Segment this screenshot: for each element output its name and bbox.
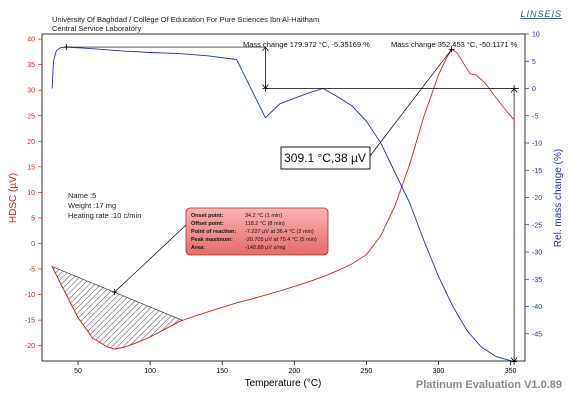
y-right-axis-label: Rel. mass change (%) [553, 149, 564, 247]
y-left-tick-label: -15 [25, 318, 35, 325]
y-right-tick-label: -30 [532, 250, 542, 257]
y-left-tick-label: -5 [29, 267, 35, 274]
y-left-tick-label: 15 [27, 164, 35, 171]
y-left-tick-label: 20 [27, 139, 35, 146]
y-right-tick-label: 0 [532, 86, 536, 93]
peak-area [51, 265, 183, 350]
series-mass-change-line [51, 46, 515, 363]
header-institution: University Of Baghdad / College Of Educa… [52, 15, 319, 24]
y-right-tick-label: -5 [532, 113, 538, 120]
mass-change-1-arrow-head [262, 46, 269, 52]
sample-name: Name :5 [68, 191, 96, 200]
mass-change-label-1: Mass change 179.972 °C, -5.35169 % [243, 40, 370, 49]
peak-area-layer [51, 265, 183, 350]
peak-label-leader [369, 49, 452, 157]
peak-table-key: Offset point: [191, 221, 224, 227]
y-right-tick-label: -35 [532, 277, 542, 284]
header-lab: Central Service Laboratory [52, 24, 141, 33]
mass-change-label-2: Mass change 352.453 °C, -50.1171 % [391, 40, 518, 49]
right-y-axis: 10 5 0 -5 -10 -15 -20 -25 -30 -35 -40 -45 [525, 32, 542, 338]
y-right-tick-label: -40 [532, 304, 542, 311]
y-right-tick-label: -20 [532, 195, 542, 202]
x-axis-label: Temperature (°C) [245, 378, 322, 389]
peak-table-value: -7.227 µV at 36.4 °C (2 min) [245, 229, 314, 235]
x-tick-label: 200 [288, 368, 300, 375]
x-axis: 50 100 150 200 250 300 350 [74, 361, 517, 375]
y-left-tick-label: 35 [27, 62, 35, 69]
y-right-tick-label: -45 [532, 331, 542, 338]
peak-table-value: -148.88 µV s/mg [245, 245, 285, 251]
peak-table-key: Area: [191, 245, 205, 251]
y-left-tick-label: 40 [27, 37, 35, 44]
y-right-tick-label: -10 [532, 141, 542, 148]
peak-table-key: Peak maximum: [191, 237, 233, 243]
peak-table-key: Point of reaction: [191, 229, 236, 235]
peak-label-box [280, 146, 371, 170]
annotation-layer [63, 44, 519, 365]
series-layer [51, 46, 515, 363]
peak-table-box [185, 207, 329, 256]
y-right-tick-label: 10 [532, 32, 540, 39]
series-hdsc-line [51, 48, 514, 350]
x-tick-label: 350 [505, 368, 517, 375]
left-y-axis: 40 35 30 25 20 15 10 5 0 -5 -10 -15 -20 [25, 37, 42, 350]
y-left-tick-label: 0 [31, 241, 35, 248]
peak-table: Onset point: 34.2 °C (1 min) Offset point:… [191, 213, 317, 251]
footer-version: Platinum Evaluation V1.0.89 [416, 379, 562, 391]
y-left-tick-label: 5 [31, 215, 35, 222]
y-left-tick-label: 10 [27, 190, 35, 197]
y-left-tick-label: -10 [25, 292, 35, 299]
brand-logo: LINSEIS [520, 9, 562, 19]
peak-label: 309.1 °C,38 µV [284, 151, 366, 165]
y-left-tick-label: -20 [25, 343, 35, 350]
peak-table-key: Onset point: [191, 213, 224, 219]
sample-weight: Weight :17 mg [68, 201, 116, 210]
x-tick-label: 250 [361, 368, 373, 375]
peak-table-value: -20.705 µV at 75.4 °C (5 min) [245, 237, 317, 243]
peak-table-value: 34.2 °C (1 min) [245, 213, 282, 219]
heating-rate: Heating rate :10 c/min [68, 211, 141, 220]
y-right-tick-label: -25 [532, 222, 542, 229]
y-left-tick-label: 30 [27, 88, 35, 95]
y-left-tick-label: 25 [27, 113, 35, 120]
y-left-axis-label: HDSC (µV) [8, 173, 19, 223]
x-tick-label: 100 [144, 368, 156, 375]
y-right-tick-label: 5 [532, 59, 536, 66]
x-tick-label: 150 [216, 368, 228, 375]
peak-table-leader [114, 224, 187, 293]
y-right-tick-label: -15 [532, 168, 542, 175]
peak-table-value: 118.2 °C (8 min) [245, 221, 285, 227]
x-tick-label: 300 [433, 368, 445, 375]
x-tick-label: 50 [74, 368, 82, 375]
